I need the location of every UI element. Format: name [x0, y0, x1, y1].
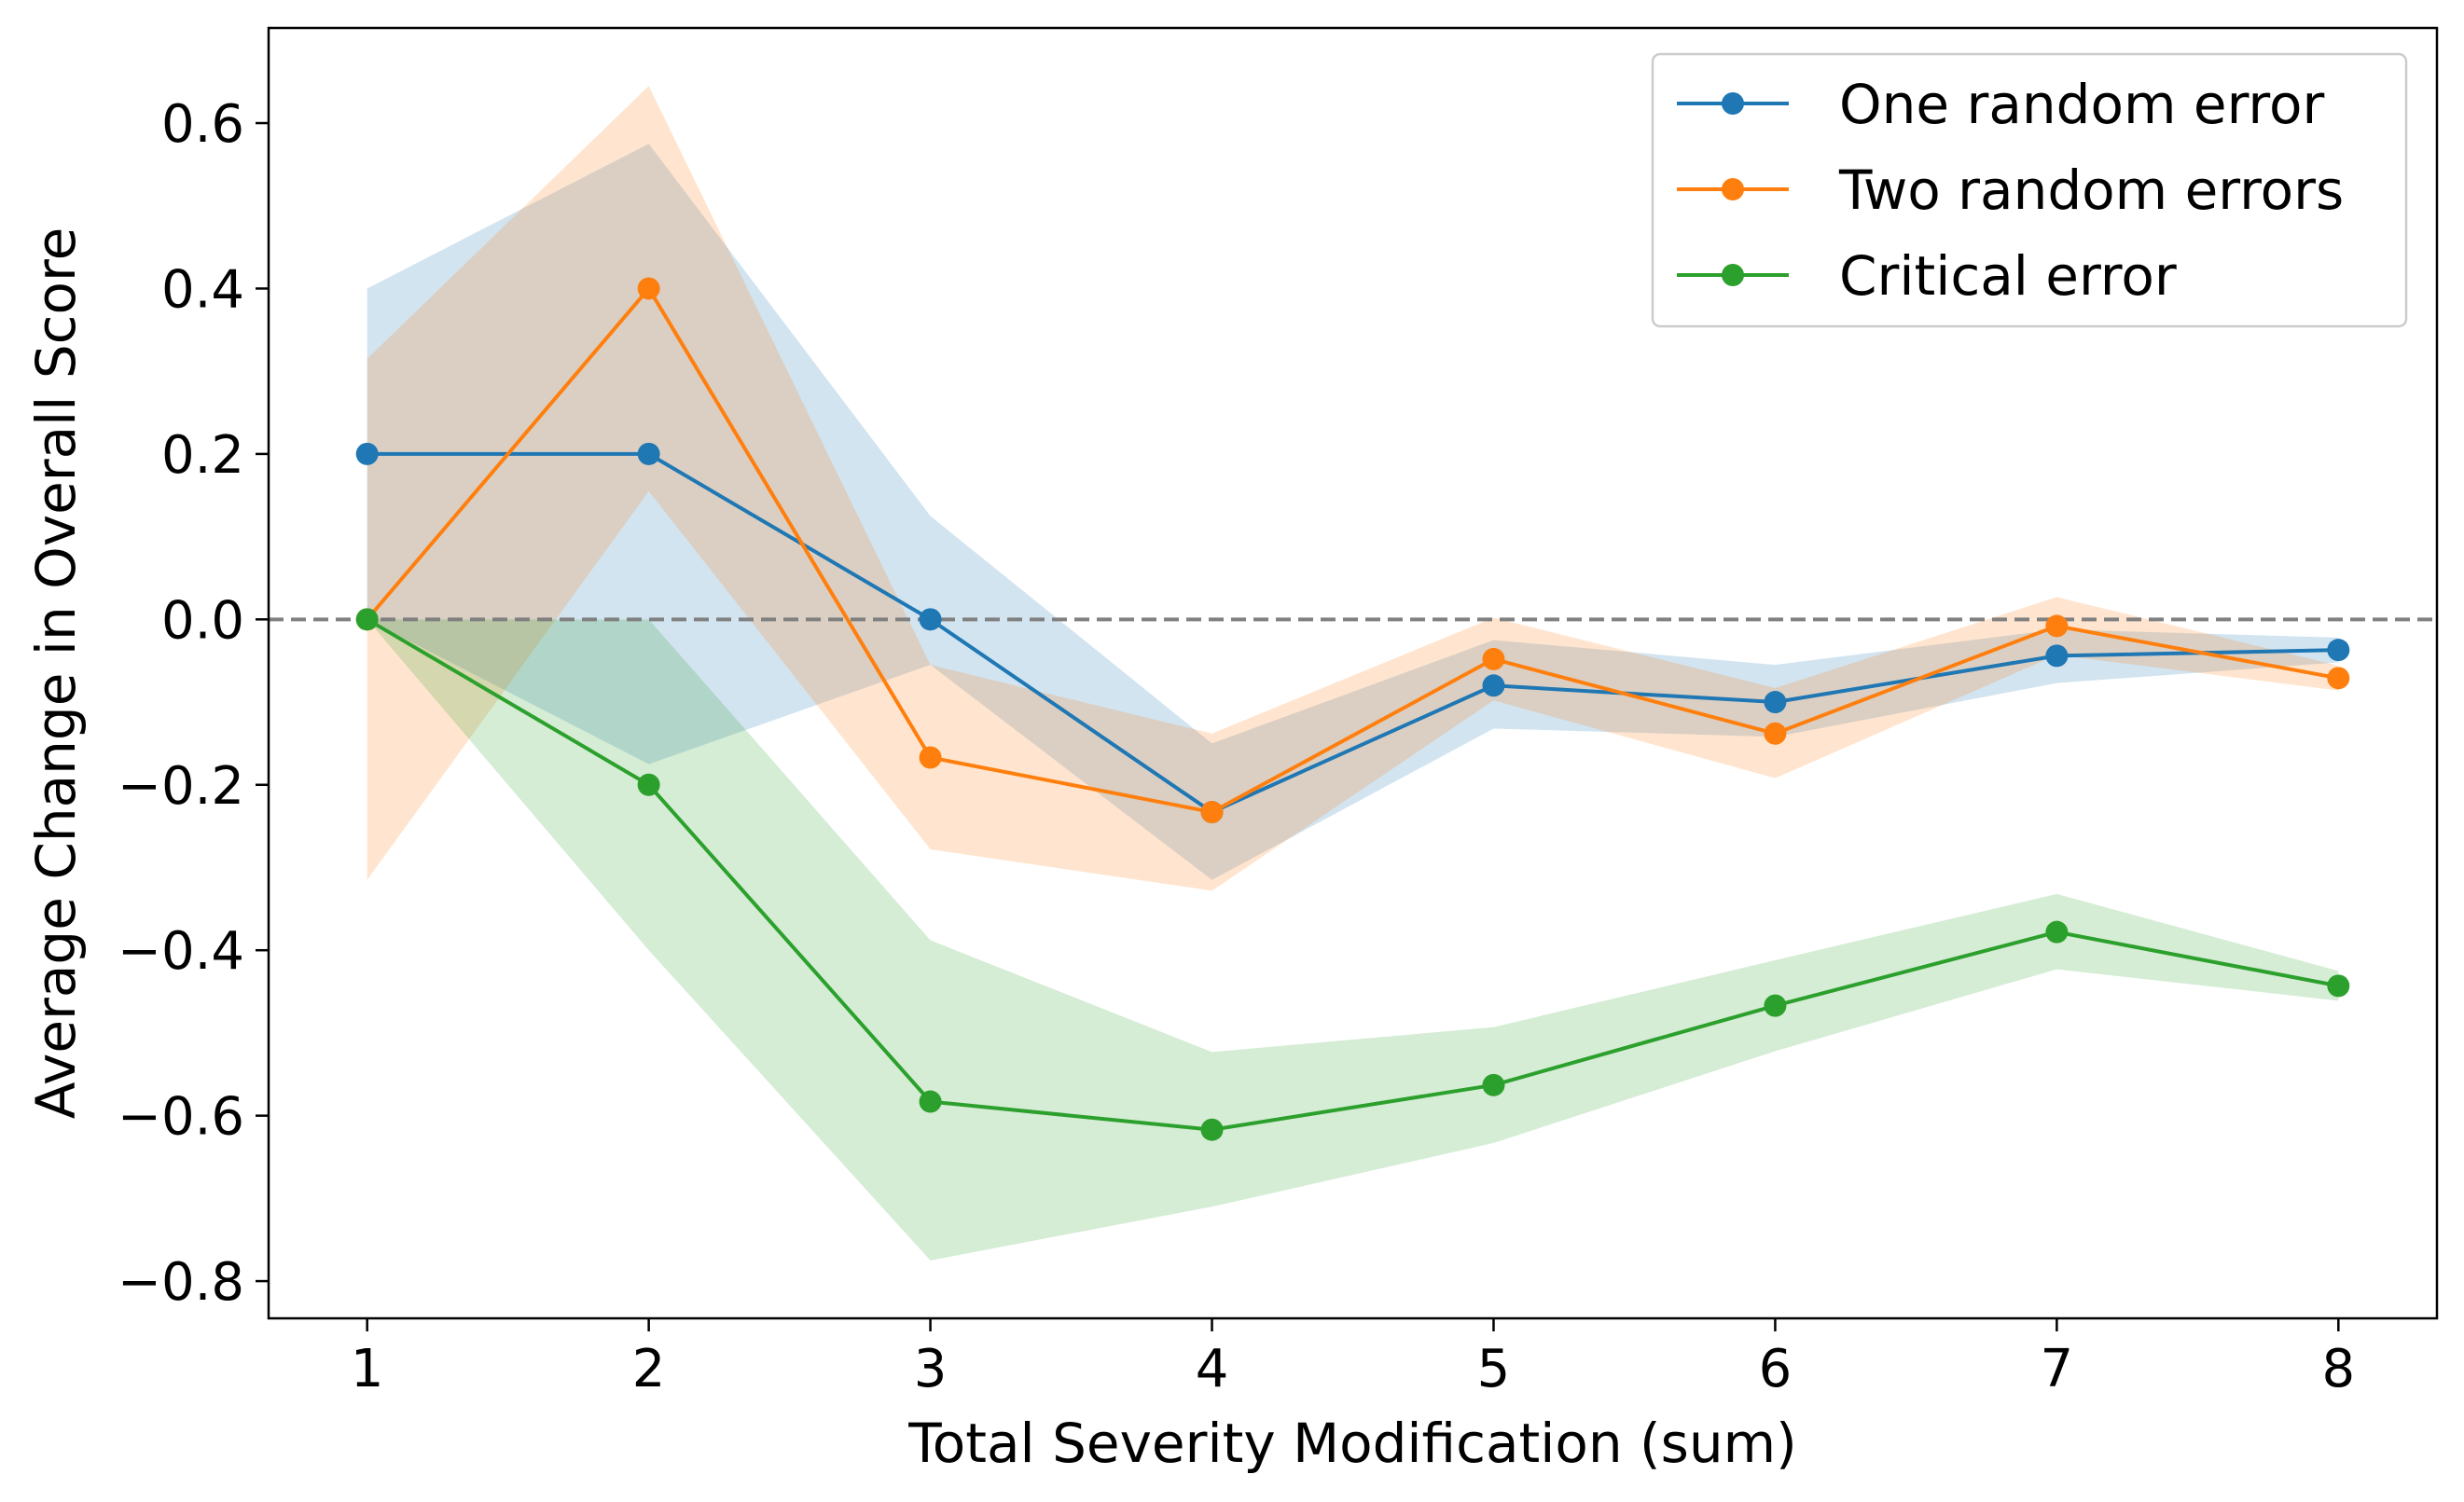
y-tick-label: 0.6	[161, 94, 244, 155]
series-line-1	[367, 451, 2339, 815]
legend-label-3: Critical error	[1839, 244, 2177, 308]
data-point-1-6	[1764, 691, 1787, 714]
x-tick-label: 1	[351, 1339, 384, 1399]
data-point-3-3	[919, 1090, 942, 1113]
data-point-1-2	[637, 442, 660, 465]
series-lines	[366, 285, 2339, 1132]
x-tick-label: 4	[1196, 1339, 1229, 1399]
legend: One random error Two random errors Critica…	[1651, 52, 2408, 328]
series-line-3	[366, 617, 2339, 1132]
data-point-2-2	[637, 277, 660, 300]
y-tick-label: −0.2	[118, 756, 244, 817]
x-axis-label: Total Severity Modification (sum)	[907, 1412, 1797, 1475]
y-axis-ticks: 0.6 0.4 0.2 0.0 −0.2 −0.4 −0.6 −0.8	[118, 94, 269, 1313]
y-tick-label: −0.6	[118, 1087, 244, 1148]
data-point-1-3	[919, 608, 942, 631]
y-tick-label: −0.4	[118, 921, 244, 982]
data-point-2-5	[1482, 647, 1505, 670]
legend-box	[1651, 52, 2408, 328]
y-tick-label: 0.4	[161, 259, 244, 320]
data-point-2-7	[2045, 614, 2069, 638]
axes-frame	[267, 26, 2439, 1320]
legend-marker-2	[1722, 178, 1744, 200]
data-point-2-4	[1200, 801, 1224, 824]
confidence-band-1	[367, 144, 2339, 880]
data-point-3-6	[1764, 994, 1787, 1017]
legend-label-2: Two random errors	[1838, 158, 2344, 222]
x-axis-ticks: 1 2 3 4 5 6 7 8	[351, 1318, 2355, 1399]
y-tick-label: 0.2	[161, 425, 244, 486]
x-tick-label: 8	[2321, 1339, 2355, 1399]
data-point-2-3	[919, 746, 942, 769]
y-tick-label: −0.8	[118, 1252, 244, 1313]
y-axis-label: Average Change in Overall Score	[24, 227, 88, 1120]
x-tick-label: 5	[1477, 1339, 1511, 1399]
x-tick-label: 3	[914, 1339, 948, 1399]
data-point-3-2	[637, 773, 660, 796]
data-point-2-8	[2327, 667, 2350, 690]
y-tick-label: 0.0	[161, 590, 244, 651]
data-point-3-4	[1200, 1118, 1224, 1141]
series-line-2	[366, 285, 2339, 815]
legend-label-1: One random error	[1839, 73, 2324, 136]
x-tick-label: 6	[1759, 1339, 1793, 1399]
data-point-2-6	[1764, 722, 1787, 745]
series-markers	[355, 277, 2350, 1141]
data-point-1-5	[1482, 674, 1505, 697]
x-tick-label: 2	[632, 1339, 666, 1399]
legend-marker-1	[1722, 92, 1744, 115]
data-point-1-1	[355, 442, 379, 465]
data-point-3-8	[2327, 974, 2350, 998]
data-point-1-8	[2327, 639, 2350, 662]
data-point-3-7	[2045, 920, 2069, 944]
confidence-band-3	[367, 619, 2339, 1261]
data-point-3-1	[355, 608, 379, 631]
data-point-3-5	[1482, 1073, 1505, 1096]
legend-marker-3	[1722, 264, 1744, 286]
data-point-1-7	[2045, 644, 2069, 668]
x-tick-label: 7	[2041, 1339, 2074, 1399]
